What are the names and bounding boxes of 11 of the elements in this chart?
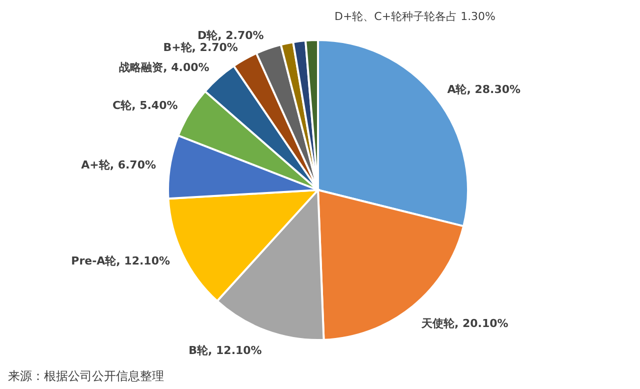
slice-label: C轮, 5.40% [112,98,178,112]
slice-label: B轮, 12.10% [188,344,262,358]
slice-label: D轮, 2.70% [198,29,264,42]
slice-label: B+轮, 2.70% [163,40,238,54]
slice-label: 战略融资, 4.00% [119,61,210,74]
source-note: 来源：根据公司公开信息整理 [8,369,164,383]
text: D+轮、C+轮种子轮各占 1.30% [334,10,496,23]
slice-label: A+轮, 6.70% [81,158,156,172]
slice-label: Pre-A轮, 12.10% [71,254,170,268]
slice-label: A轮, 28.30% [447,82,521,96]
slice-label: 天使轮, 20.10% [420,317,508,330]
